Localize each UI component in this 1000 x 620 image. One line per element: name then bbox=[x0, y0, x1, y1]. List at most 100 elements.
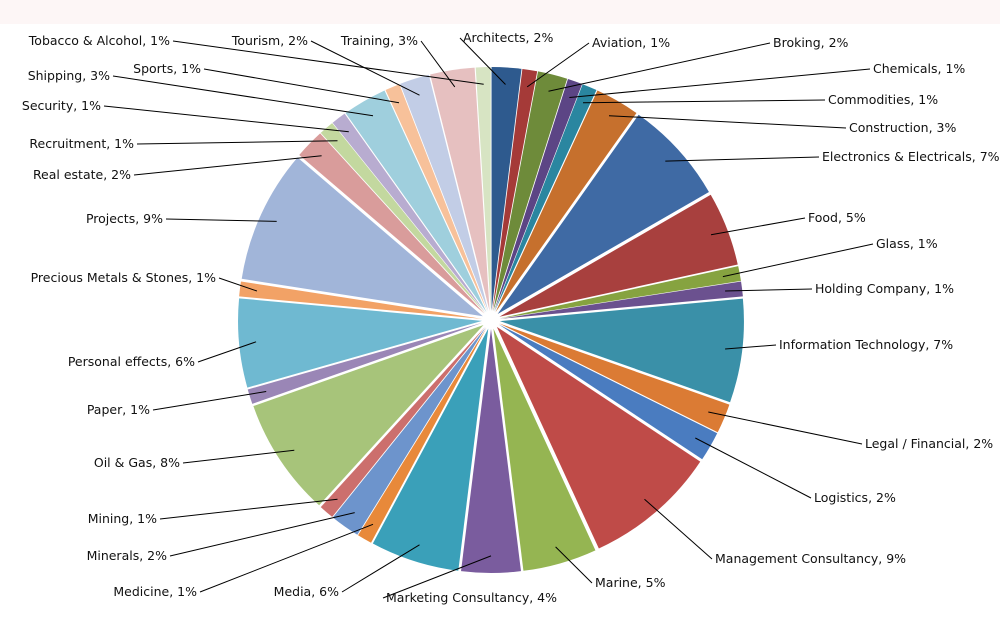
data-labels: Architects, 2% Aviation, 1% Broking, 2% Che… bbox=[22, 30, 1000, 605]
data-label-construction: Construction, 3% bbox=[849, 120, 956, 135]
leader-line-chemicals bbox=[569, 68, 871, 98]
pie-slice-food bbox=[499, 194, 738, 317]
leader-line-sports bbox=[203, 68, 400, 104]
pie-slice-mining bbox=[320, 326, 486, 517]
leader-line-tobacco-alcohol bbox=[172, 40, 484, 85]
pie-slice-personal-effects bbox=[238, 298, 483, 388]
data-label-precious-metals-stones: Precious Metals & Stones, 1% bbox=[31, 270, 216, 285]
pie-slice-shipping bbox=[345, 90, 487, 313]
leader-line-medicine bbox=[199, 523, 374, 593]
data-label-shipping: Shipping, 3% bbox=[28, 68, 110, 83]
data-label-information-technology: Information Technology, 7% bbox=[779, 337, 953, 352]
pie-slice-medicine bbox=[358, 327, 487, 543]
pie-slice-media bbox=[372, 328, 489, 571]
data-label-electronics-electricals: Electronics & Electricals, 7% bbox=[822, 149, 1000, 164]
pie-slice-electronics-electricals bbox=[497, 114, 709, 314]
pie-slices bbox=[238, 67, 744, 573]
leader-line-management-consultancy bbox=[644, 498, 713, 560]
leader-line-logistics bbox=[695, 437, 812, 499]
leader-line-food bbox=[710, 217, 806, 236]
leader-line-real-estate bbox=[133, 155, 322, 176]
data-label-medicine: Medicine, 1% bbox=[113, 584, 197, 599]
pie-slice-legal-financial bbox=[499, 323, 730, 433]
data-label-glass: Glass, 1% bbox=[876, 236, 938, 251]
data-label-chemicals: Chemicals, 1% bbox=[873, 61, 965, 76]
pie-slice-precious-metals-stones bbox=[239, 281, 483, 319]
pie-slice-projects bbox=[241, 157, 483, 317]
data-label-security: Security, 1% bbox=[22, 98, 101, 113]
leader-line-personal-effects bbox=[197, 341, 257, 363]
leader-line-legal-financial bbox=[708, 411, 863, 445]
pie-slice-marine bbox=[493, 328, 596, 571]
pie-slice-logistics bbox=[498, 324, 718, 460]
pie-slice-chemicals bbox=[493, 78, 583, 312]
data-label-logistics: Logistics, 2% bbox=[814, 490, 896, 505]
leader-line-paper bbox=[152, 391, 267, 411]
leader-line-commodities bbox=[582, 99, 826, 104]
pie-slice-broking bbox=[493, 71, 568, 312]
data-label-media: Media, 6% bbox=[274, 584, 339, 599]
data-label-management-consultancy: Management Consultancy, 9% bbox=[715, 551, 906, 566]
data-label-tobacco-alcohol: Tobacco & Alcohol, 1% bbox=[28, 33, 170, 48]
pie-slice-marketing-consultancy bbox=[461, 329, 521, 573]
leader-line-aviation bbox=[526, 42, 590, 88]
data-label-oil-gas: Oil & Gas, 8% bbox=[94, 455, 180, 470]
pie-slice-management-consultancy bbox=[496, 326, 701, 549]
leader-line-shipping bbox=[112, 75, 374, 117]
data-label-holding-company: Holding Company, 1% bbox=[815, 281, 954, 296]
data-label-projects: Projects, 9% bbox=[86, 211, 163, 226]
pie-slice-holding-company bbox=[499, 281, 743, 319]
leader-line-construction bbox=[608, 115, 847, 129]
data-label-training: Training, 3% bbox=[340, 33, 418, 48]
data-label-real-estate: Real estate, 2% bbox=[33, 167, 131, 182]
data-label-aviation: Aviation, 1% bbox=[592, 35, 670, 50]
leader-line-electronics-electricals bbox=[665, 156, 820, 162]
data-label-architects: Architects, 2% bbox=[463, 30, 553, 45]
pie-slice-training bbox=[430, 67, 490, 312]
leader-line-marketing-consultancy bbox=[382, 555, 492, 599]
leader-line-recruitment bbox=[136, 140, 338, 145]
data-label-tourism: Tourism, 2% bbox=[231, 33, 308, 48]
pie-slice-aviation bbox=[492, 68, 538, 312]
leader-line-projects bbox=[165, 218, 277, 222]
leader-line-architects bbox=[459, 37, 506, 85]
leader-line-glass bbox=[722, 243, 874, 278]
pie-slice-commodities bbox=[494, 84, 597, 312]
data-label-mining: Mining, 1% bbox=[88, 511, 157, 526]
data-label-marketing-consultancy: Marketing Consultancy, 4% bbox=[386, 590, 557, 605]
leader-line-media bbox=[341, 544, 420, 593]
data-label-food: Food, 5% bbox=[808, 210, 866, 225]
data-label-commodities: Commodities, 1% bbox=[828, 92, 938, 107]
leader-lines bbox=[103, 37, 874, 599]
leader-line-marine bbox=[555, 546, 593, 584]
pie-slice-sports bbox=[385, 84, 488, 312]
pie-slice-security bbox=[332, 113, 486, 313]
top-band bbox=[0, 0, 1000, 24]
pie-slice-tobacco-alcohol bbox=[475, 67, 491, 311]
data-label-legal-financial: Legal / Financial, 2% bbox=[865, 436, 993, 451]
pie-slice-recruitment bbox=[320, 123, 486, 314]
leader-line-minerals bbox=[169, 512, 355, 557]
leader-line-mining bbox=[159, 498, 338, 520]
pie-slice-real-estate bbox=[299, 133, 485, 314]
data-label-broking: Broking, 2% bbox=[773, 35, 849, 50]
leader-line-holding-company bbox=[725, 288, 813, 292]
pie-slice-construction bbox=[495, 90, 637, 313]
pie-slice-information-technology bbox=[499, 298, 744, 403]
data-label-recruitment: Recruitment, 1% bbox=[29, 136, 134, 151]
pie-slice-oil-gas bbox=[253, 324, 484, 506]
pie-slice-minerals bbox=[332, 327, 486, 535]
pie-slice-architects bbox=[491, 67, 522, 312]
data-label-marine: Marine, 5% bbox=[595, 575, 666, 590]
leader-line-precious-metals-stones bbox=[218, 277, 258, 292]
data-label-minerals: Minerals, 2% bbox=[87, 548, 168, 563]
pie-slice-tourism bbox=[400, 74, 489, 312]
data-label-personal-effects: Personal effects, 6% bbox=[68, 354, 195, 369]
leader-line-security bbox=[103, 105, 349, 133]
pie-slice-paper bbox=[247, 322, 483, 404]
leader-line-broking bbox=[548, 42, 771, 92]
data-label-sports: Sports, 1% bbox=[133, 61, 201, 76]
leader-line-information-technology bbox=[725, 344, 777, 350]
pie-slice-glass bbox=[499, 266, 741, 319]
